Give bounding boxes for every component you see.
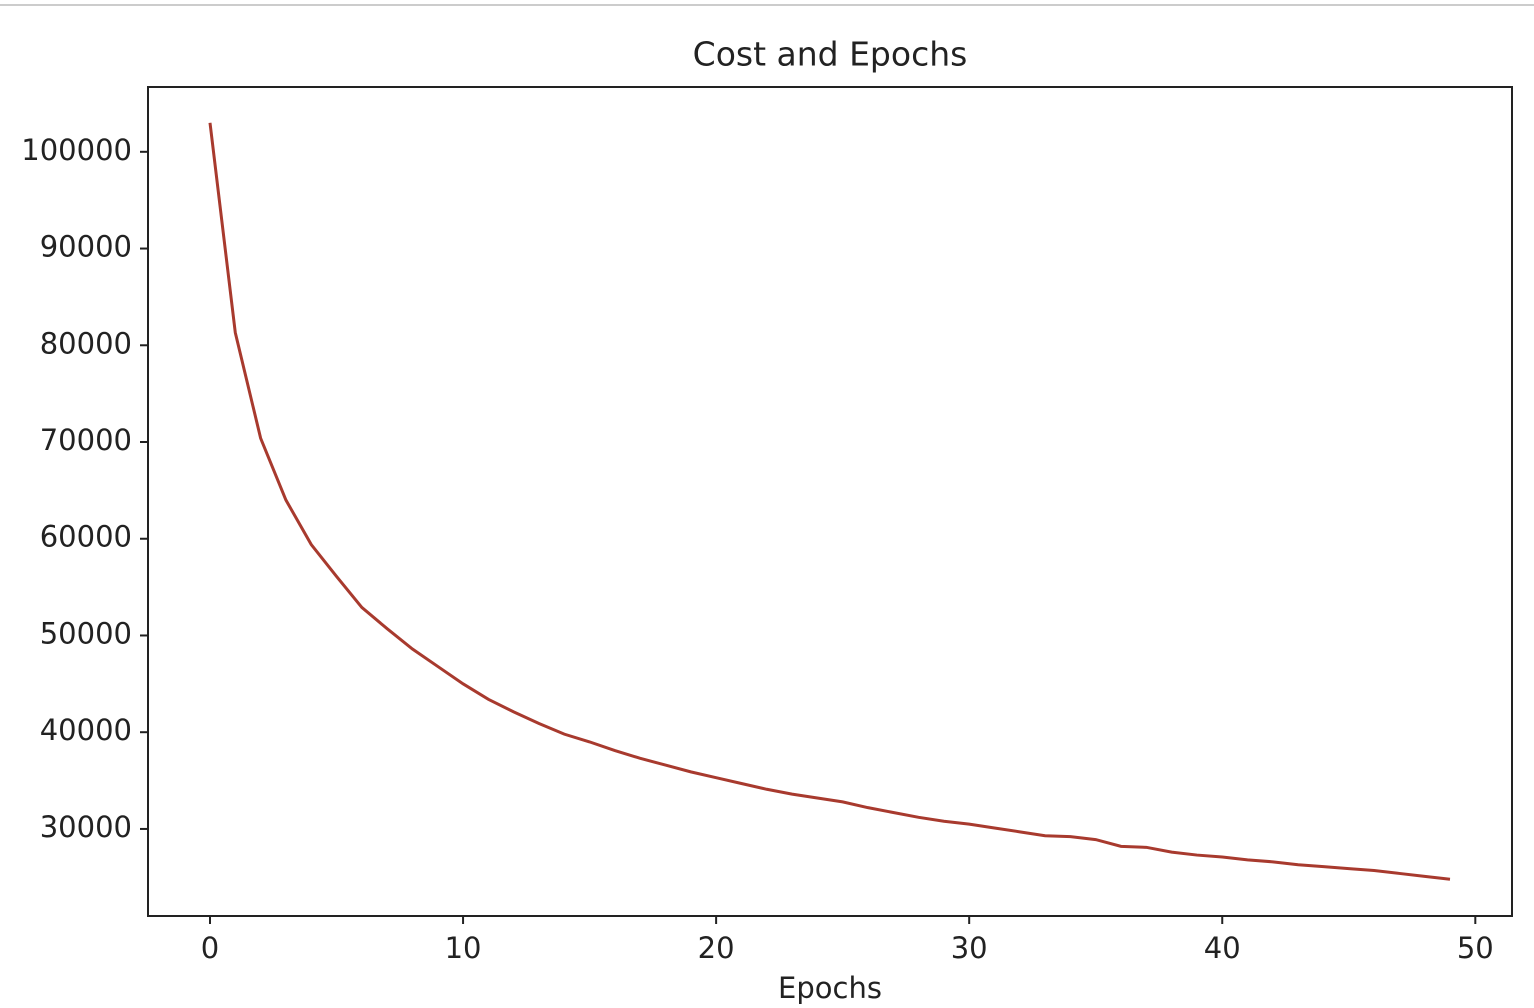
x-tick-label: 0: [201, 931, 219, 965]
y-tick-label: 30000: [40, 810, 132, 844]
x-tick-label: 50: [1457, 931, 1494, 965]
y-tick-label: 70000: [40, 423, 132, 457]
x-axis-label: Epochs: [778, 971, 882, 1004]
y-tick-label: 90000: [40, 230, 132, 264]
chart-title: Cost and Epochs: [693, 35, 968, 74]
y-tick-label: 80000: [40, 326, 132, 360]
y-tick-label: 50000: [40, 616, 132, 650]
y-tick-label: 100000: [21, 133, 132, 167]
x-tick-label: 20: [698, 931, 735, 965]
x-tick-label: 30: [951, 931, 988, 965]
data-line: [208, 122, 1451, 881]
x-tick-label: 10: [445, 931, 482, 965]
x-tick-label: 40: [1204, 931, 1241, 965]
plot-frame: [147, 86, 1513, 917]
y-tick-label: 60000: [40, 520, 132, 554]
y-tick-label: 40000: [40, 713, 132, 747]
